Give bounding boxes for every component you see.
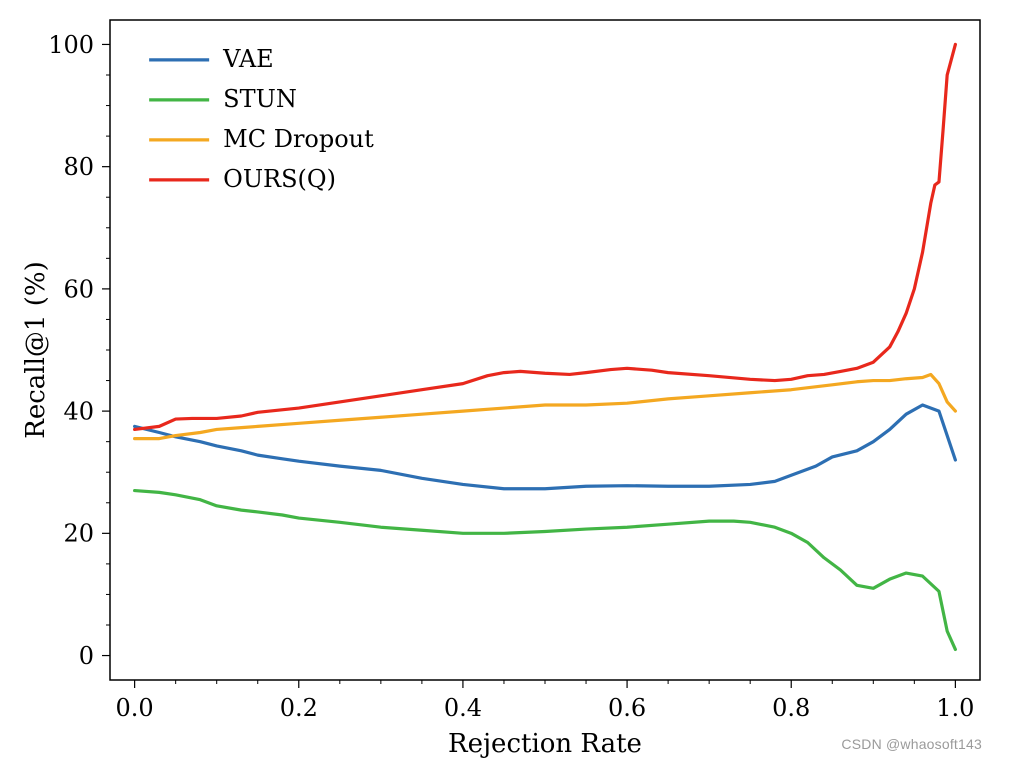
svg-text:40: 40	[63, 398, 94, 426]
x-axis-label: Rejection Rate	[448, 729, 642, 759]
line-chart: 0.0 0.2 0.4 0.6 0.8 1.0 Rejection Rate 0 20 40 60 8…	[0, 0, 1012, 766]
y-axis-label: Recall@1 (%)	[21, 261, 51, 438]
svg-text:60: 60	[63, 275, 94, 303]
svg-text:20: 20	[63, 520, 94, 548]
svg-text:0.8: 0.8	[772, 694, 810, 722]
svg-text:0.2: 0.2	[280, 694, 318, 722]
legend-label: STUN	[223, 85, 297, 113]
chart-root: 0.0 0.2 0.4 0.6 0.8 1.0 Rejection Rate 0 20 40 60 8…	[0, 0, 1012, 766]
svg-text:100: 100	[48, 31, 94, 59]
svg-text:0.6: 0.6	[608, 694, 646, 722]
legend-label: VAE	[222, 45, 274, 73]
svg-text:80: 80	[63, 153, 94, 181]
svg-text:0: 0	[79, 642, 94, 670]
watermark-text: CSDN @whaosoft143	[841, 736, 982, 752]
svg-text:0.4: 0.4	[444, 694, 482, 722]
legend-label: MC Dropout	[223, 125, 374, 153]
svg-text:0.0: 0.0	[116, 694, 154, 722]
svg-text:1.0: 1.0	[936, 694, 974, 722]
legend-label: OURS(Q)	[223, 165, 336, 193]
